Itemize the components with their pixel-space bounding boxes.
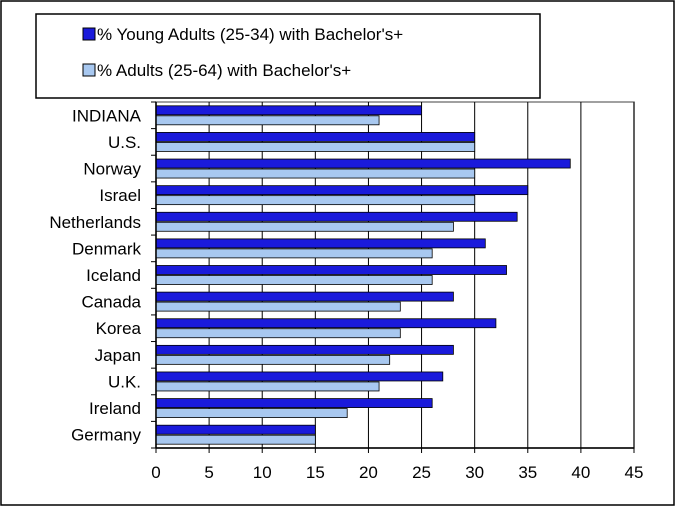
- y-tick-label-israel: Israel: [99, 186, 141, 205]
- legend-label-adults: % Adults (25-64) with Bachelor's+: [97, 61, 351, 80]
- y-tick-label-netherlands: Netherlands: [49, 213, 141, 232]
- bar-young-denmark: [155, 238, 486, 249]
- bar-adults-norway: [155, 168, 476, 179]
- plot-background: [155, 101, 635, 449]
- y-tick-label-ireland: Ireland: [89, 399, 141, 418]
- x-tick-label-10: 10: [253, 463, 272, 482]
- bar-adults-israel: [155, 195, 476, 206]
- x-tick-label-25: 25: [412, 463, 431, 482]
- y-tick-label-norway: Norway: [83, 160, 141, 179]
- bar-adults-ireland: [155, 408, 348, 418]
- y-tick-label-u-k-: U.K.: [108, 372, 141, 391]
- legend-swatch-young: [82, 27, 96, 41]
- bar-young-netherlands: [155, 211, 518, 222]
- x-tick-label-30: 30: [465, 463, 484, 482]
- legend-label-young: % Young Adults (25-34) with Bachelor's+: [97, 25, 403, 44]
- bar-adults-netherlands: [155, 221, 454, 232]
- legend: % Young Adults (25-34) with Bachelor's+ …: [35, 13, 541, 99]
- bar-young-korea: [155, 318, 497, 329]
- bar-adults-denmark: [155, 248, 433, 259]
- plot-area: 0 5 10 15 20 25 30 35 40 45 INDIANA U.S. Norway Israe…: [49, 101, 644, 482]
- x-tick-label-45: 45: [625, 463, 644, 482]
- y-tick-label-germany: Germany: [71, 426, 141, 445]
- bar-adults-korea: [155, 328, 401, 339]
- x-tick-label-0: 0: [151, 463, 160, 482]
- legend-box: [35, 13, 541, 99]
- bar-young-germany: [155, 424, 316, 435]
- bar-young-norway: [155, 158, 571, 169]
- y-tick-label-canada: Canada: [81, 293, 141, 312]
- y-tick-label-japan: Japan: [95, 346, 141, 365]
- bar-adults-japan: [155, 354, 391, 365]
- x-tick-label-20: 20: [359, 463, 378, 482]
- x-tick-label-35: 35: [518, 463, 537, 482]
- bar-adults-u-s-: [155, 142, 476, 152]
- x-tick-label-5: 5: [204, 463, 213, 482]
- bar-young-u-s-: [155, 132, 476, 142]
- bar-adults-iceland: [155, 275, 433, 285]
- bar-young-u-k-: [155, 371, 444, 382]
- x-tick-label-15: 15: [306, 463, 325, 482]
- bar-young-indiana: [155, 105, 422, 116]
- bar-young-japan: [155, 344, 454, 355]
- y-tick-label-korea: Korea: [96, 319, 142, 338]
- bar-young-canada: [155, 291, 454, 302]
- bar-adults-u-k-: [155, 381, 380, 392]
- legend-swatch-adults: [82, 63, 96, 77]
- x-tick-label-40: 40: [571, 463, 590, 482]
- bar-young-iceland: [155, 265, 507, 275]
- bar-adults-canada: [155, 301, 401, 312]
- y-tick-label-indiana: INDIANA: [72, 106, 142, 125]
- bar-young-ireland: [155, 398, 433, 408]
- bar-young-israel: [155, 185, 529, 196]
- y-tick-label-u-s-: U.S.: [108, 133, 141, 152]
- bar-adults-indiana: [155, 115, 380, 126]
- y-tick-label-denmark: Denmark: [72, 239, 141, 258]
- bar-adults-germany: [155, 434, 316, 445]
- y-tick-label-iceland: Iceland: [86, 266, 141, 285]
